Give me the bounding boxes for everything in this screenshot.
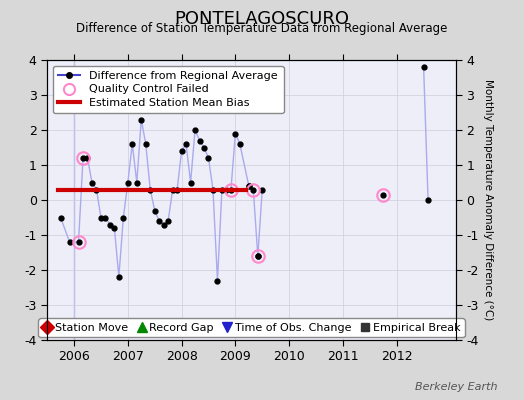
Text: PONTELAGOSCURO: PONTELAGOSCURO (174, 10, 350, 28)
Y-axis label: Monthly Temperature Anomaly Difference (°C): Monthly Temperature Anomaly Difference (… (483, 79, 493, 321)
Text: Berkeley Earth: Berkeley Earth (416, 382, 498, 392)
Text: Difference of Station Temperature Data from Regional Average: Difference of Station Temperature Data f… (77, 22, 447, 35)
Legend: Station Move, Record Gap, Time of Obs. Change, Empirical Break: Station Move, Record Gap, Time of Obs. C… (38, 318, 465, 337)
